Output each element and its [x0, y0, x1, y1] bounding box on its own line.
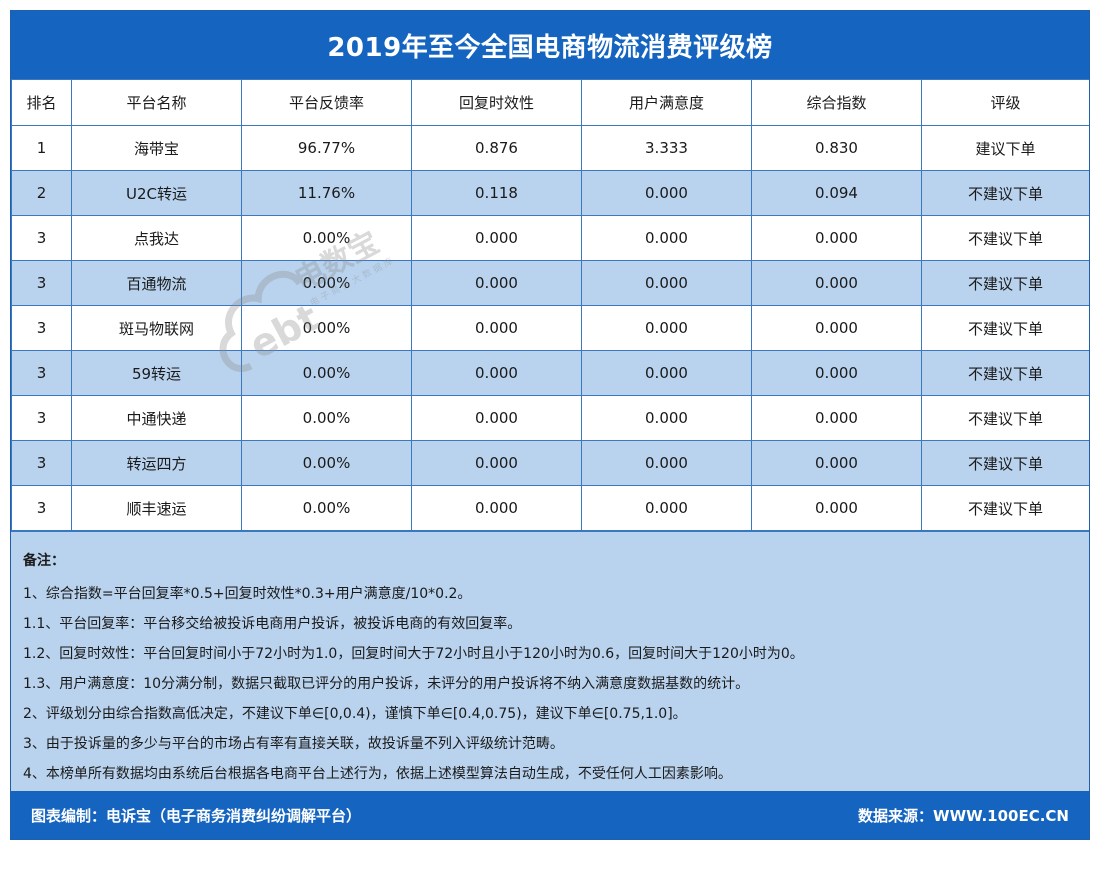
cell-composite-index: 0.000: [751, 215, 922, 261]
cell-reply-timeliness: 0.000: [411, 440, 582, 486]
rating-table: 排名 平台名称 平台反馈率 回复时效性 用户满意度 综合指数 评级 1 海带宝 …: [11, 79, 1089, 531]
cell-feedback-rate: 0.00%: [241, 305, 412, 351]
cell-rating: 不建议下单: [921, 170, 1089, 216]
cell-feedback-rate: 96.77%: [241, 125, 412, 171]
cell-feedback-rate: 0.00%: [241, 485, 412, 531]
cell-composite-index: 0.000: [751, 440, 922, 486]
cell-satisfaction: 3.333: [581, 125, 752, 171]
cell-satisfaction: 0.000: [581, 485, 752, 531]
cell-reply-timeliness: 0.000: [411, 215, 582, 261]
table-row: 3 点我达 0.00% 0.000 0.000 0.000 不建议下单: [11, 215, 1089, 261]
table-row: 1 海带宝 96.77% 0.876 3.333 0.830 建议下单: [11, 125, 1089, 171]
cell-rating: 不建议下单: [921, 260, 1089, 306]
table-row: 3 中通快递 0.00% 0.000 0.000 0.000 不建议下单: [11, 395, 1089, 441]
cell-rating: 不建议下单: [921, 350, 1089, 396]
cell-composite-index: 0.000: [751, 350, 922, 396]
cell-rating: 不建议下单: [921, 395, 1089, 441]
cell-satisfaction: 0.000: [581, 305, 752, 351]
cell-rank: 3: [11, 485, 72, 531]
cell-reply-timeliness: 0.000: [411, 305, 582, 351]
table-row: 3 斑马物联网 0.00% 0.000 0.000 0.000 不建议下单: [11, 305, 1089, 351]
cell-reply-timeliness: 0.000: [411, 485, 582, 531]
cell-rank: 2: [11, 170, 72, 216]
cell-satisfaction: 0.000: [581, 395, 752, 441]
cell-feedback-rate: 0.00%: [241, 440, 412, 486]
cell-composite-index: 0.000: [751, 485, 922, 531]
cell-platform: 中通快递: [71, 395, 242, 441]
cell-feedback-rate: 11.76%: [241, 170, 412, 216]
cell-rank: 3: [11, 305, 72, 351]
cell-rating: 不建议下单: [921, 485, 1089, 531]
cell-satisfaction: 0.000: [581, 260, 752, 306]
cell-composite-index: 0.000: [751, 305, 922, 351]
table-row: 3 顺丰速运 0.00% 0.000 0.000 0.000 不建议下单: [11, 485, 1089, 531]
cell-rank: 1: [11, 125, 72, 171]
cell-rank: 3: [11, 440, 72, 486]
note-line: 3、由于投诉量的多少与平台的市场占有率有直接关联，故投诉量不列入评级统计范畴。: [23, 736, 564, 752]
col-header-rating: 评级: [921, 79, 1089, 126]
table-row: 3 59转运 0.00% 0.000 0.000 0.000 不建议下单: [11, 350, 1089, 396]
cell-rank: 3: [11, 395, 72, 441]
cell-satisfaction: 0.000: [581, 440, 752, 486]
cell-platform: 转运四方: [71, 440, 242, 486]
cell-feedback-rate: 0.00%: [241, 395, 412, 441]
col-header-reply-timeliness: 回复时效性: [411, 79, 582, 126]
cell-reply-timeliness: 0.118: [411, 170, 582, 216]
col-header-rank: 排名: [11, 79, 72, 126]
cell-platform: 顺丰速运: [71, 485, 242, 531]
rating-board: 2019年至今全国电商物流消费评级榜 排名 平台名称 平台反馈率 回复时效性 用…: [10, 10, 1090, 840]
note-line: 1.3、用户满意度：10分满分制，数据只截取已评分的用户投诉，未评分的用户投诉将…: [23, 676, 750, 692]
cell-reply-timeliness: 0.876: [411, 125, 582, 171]
notes-title: 备注：: [23, 553, 65, 569]
cell-platform: 百通物流: [71, 260, 242, 306]
footer-credit: 图表编制：电诉宝（电子商务消费纠纷调解平台）: [31, 806, 362, 825]
cell-feedback-rate: 0.00%: [241, 215, 412, 261]
footer-bar: 图表编制：电诉宝（电子商务消费纠纷调解平台） 数据来源：WWW.100EC.CN: [11, 791, 1089, 839]
cell-reply-timeliness: 0.000: [411, 350, 582, 396]
cell-rank: 3: [11, 350, 72, 396]
page-title: 2019年至今全国电商物流消费评级榜: [11, 11, 1089, 79]
cell-rating: 不建议下单: [921, 440, 1089, 486]
cell-feedback-rate: 0.00%: [241, 350, 412, 396]
note-line: 1.1、平台回复率：平台移交给被投诉电商用户投诉，被投诉电商的有效回复率。: [23, 616, 522, 632]
cell-platform: U2C转运: [71, 170, 242, 216]
cell-reply-timeliness: 0.000: [411, 260, 582, 306]
cell-rank: 3: [11, 260, 72, 306]
notes-section: 备注： 1、综合指数=平台回复率*0.5+回复时效性*0.3+用户满意度/10*…: [11, 531, 1089, 791]
col-header-platform: 平台名称: [71, 79, 242, 126]
cell-composite-index: 0.094: [751, 170, 922, 216]
cell-feedback-rate: 0.00%: [241, 260, 412, 306]
table-row: 2 U2C转运 11.76% 0.118 0.000 0.094 不建议下单: [11, 170, 1089, 216]
cell-composite-index: 0.000: [751, 260, 922, 306]
cell-platform: 海带宝: [71, 125, 242, 171]
note-line: 2、评级划分由综合指数高低决定，不建议下单∈[0,0.4)，谨慎下单∈[0.4,…: [23, 706, 687, 722]
cell-composite-index: 0.830: [751, 125, 922, 171]
cell-rank: 3: [11, 215, 72, 261]
col-header-satisfaction: 用户满意度: [581, 79, 752, 126]
cell-platform: 59转运: [71, 350, 242, 396]
footer-source: 数据来源：WWW.100EC.CN: [858, 806, 1069, 825]
table-row: 3 百通物流 0.00% 0.000 0.000 0.000 不建议下单: [11, 260, 1089, 306]
col-header-feedback-rate: 平台反馈率: [241, 79, 412, 126]
cell-composite-index: 0.000: [751, 395, 922, 441]
cell-rating: 建议下单: [921, 125, 1089, 171]
cell-rating: 不建议下单: [921, 305, 1089, 351]
col-header-composite-index: 综合指数: [751, 79, 922, 126]
cell-satisfaction: 0.000: [581, 170, 752, 216]
table-row: 3 转运四方 0.00% 0.000 0.000 0.000 不建议下单: [11, 440, 1089, 486]
note-line: 1.2、回复时效性：平台回复时间小于72小时为1.0，回复时间大于72小时且小于…: [23, 646, 804, 662]
cell-platform: 点我达: [71, 215, 242, 261]
note-line: 4、本榜单所有数据均由系统后台根据各电商平台上述行为，依据上述模型算法自动生成，…: [23, 766, 732, 782]
cell-platform: 斑马物联网: [71, 305, 242, 351]
cell-satisfaction: 0.000: [581, 350, 752, 396]
cell-reply-timeliness: 0.000: [411, 395, 582, 441]
table-header-row: 排名 平台名称 平台反馈率 回复时效性 用户满意度 综合指数 评级: [11, 79, 1089, 126]
cell-rating: 不建议下单: [921, 215, 1089, 261]
note-line: 1、综合指数=平台回复率*0.5+回复时效性*0.3+用户满意度/10*0.2。: [23, 586, 472, 602]
cell-satisfaction: 0.000: [581, 215, 752, 261]
